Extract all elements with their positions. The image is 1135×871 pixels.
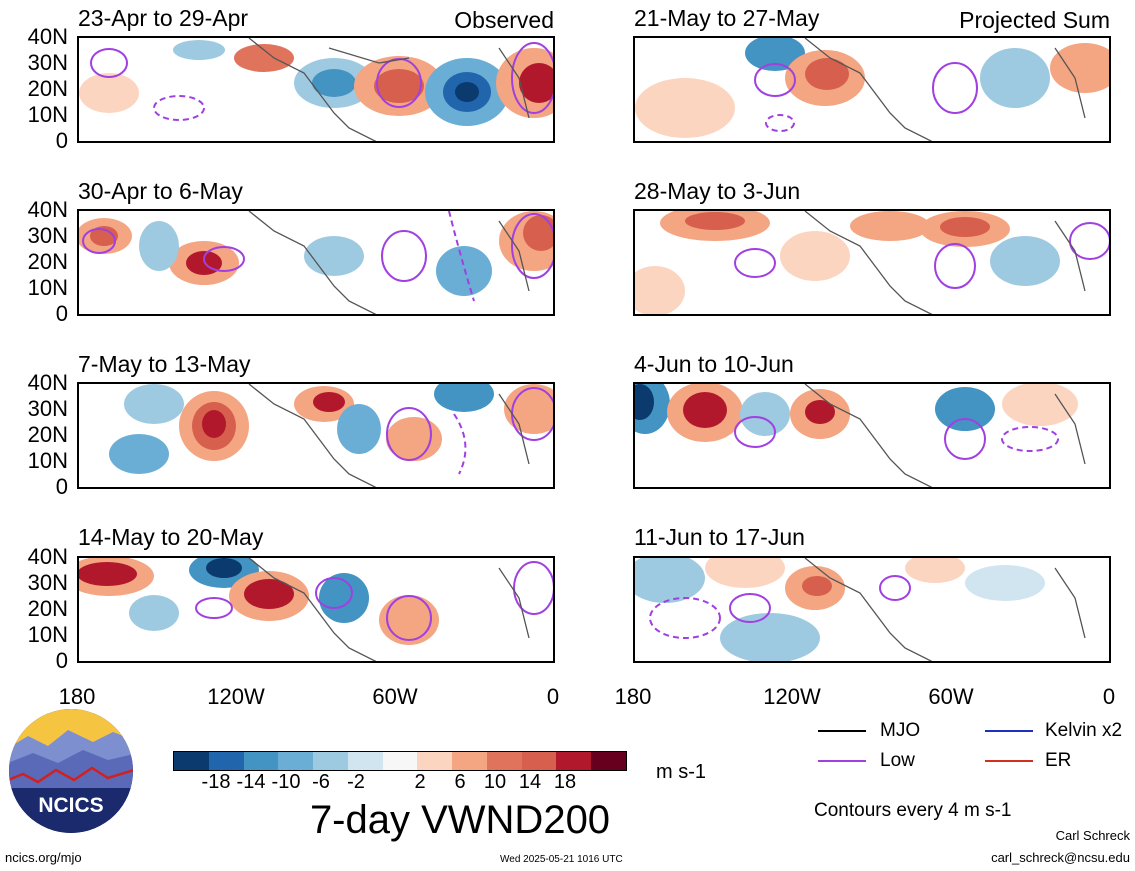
legend-mjo-label: MJO bbox=[880, 720, 921, 741]
colorbar-swatch bbox=[278, 752, 314, 770]
colorbar-tick: -14 bbox=[236, 771, 266, 793]
x-tick: 180 bbox=[614, 684, 652, 709]
footer-email: carl_schreck@ncsu.edu bbox=[991, 850, 1130, 865]
panel-title: 11-Jun to 17-Jun bbox=[634, 524, 805, 550]
x-tick: 60W bbox=[928, 684, 974, 709]
anomaly-field-4 bbox=[635, 211, 1109, 314]
map-panel-3 bbox=[77, 209, 555, 316]
legend-kelvin-label: Kelvin x2 bbox=[1045, 720, 1123, 741]
y-tick: 40N bbox=[27, 544, 68, 569]
x-tick: 0 bbox=[546, 684, 560, 709]
y-tick: 0 bbox=[55, 474, 68, 499]
colorbar-swatch bbox=[417, 752, 453, 770]
legend-mjo-line bbox=[818, 730, 866, 732]
x-tick: 0 bbox=[1102, 684, 1116, 709]
colorbar-tick: -2 bbox=[347, 771, 365, 793]
panel-title: 28-May to 3-Jun bbox=[634, 178, 801, 204]
map-panel-4 bbox=[633, 209, 1111, 316]
colorbar-swatch bbox=[591, 752, 626, 770]
map-panel-2 bbox=[633, 36, 1111, 143]
anomaly-field-6 bbox=[635, 384, 1086, 487]
y-tick: 20N bbox=[27, 249, 68, 274]
panel-title: 7-May to 13-May bbox=[78, 351, 251, 377]
contours-note: Contours every 4 m s-1 bbox=[814, 800, 1012, 821]
x-tick: 120W bbox=[207, 684, 265, 709]
panel-tag-observed: Observed bbox=[454, 7, 554, 33]
y-tick: 20N bbox=[27, 596, 68, 621]
anomaly-field-8 bbox=[635, 558, 1086, 661]
map-panel-1 bbox=[77, 36, 555, 143]
colorbar-swatch bbox=[486, 752, 522, 770]
anomaly-field-1 bbox=[79, 38, 553, 141]
anomaly-field-7 bbox=[79, 558, 553, 661]
panel-title: 21-May to 27-May bbox=[634, 5, 820, 31]
colorbar-swatches bbox=[173, 751, 627, 771]
colorbar-tick: 10 bbox=[483, 771, 507, 793]
x-tick: 180 bbox=[58, 684, 96, 709]
legend-low-label: Low bbox=[880, 750, 915, 771]
colorbar-tick: 6 bbox=[454, 771, 466, 793]
y-tick: 30N bbox=[27, 570, 68, 595]
colorbar-units: m s-1 bbox=[656, 761, 706, 783]
colorbar-swatch bbox=[347, 752, 383, 770]
y-tick: 30N bbox=[27, 50, 68, 75]
map-panel-8 bbox=[633, 556, 1111, 663]
colorbar-tick: 18 bbox=[553, 771, 577, 793]
colorbar-tick: -18 bbox=[201, 771, 231, 793]
footer-url: ncics.org/mjo bbox=[5, 850, 82, 865]
anomaly-field-2 bbox=[635, 38, 1109, 141]
legend-kelvin-line bbox=[985, 730, 1033, 732]
y-tick: 30N bbox=[27, 223, 68, 248]
panel-tag-projected: Projected Sum bbox=[959, 7, 1110, 33]
colorbar-tick: -6 bbox=[312, 771, 330, 793]
colorbar-swatch bbox=[243, 752, 279, 770]
colorbar-swatch bbox=[174, 752, 209, 770]
colorbar-swatch bbox=[382, 752, 418, 770]
y-tick: 0 bbox=[55, 128, 68, 153]
colorbar-swatch bbox=[521, 752, 557, 770]
anomaly-field-3 bbox=[79, 211, 553, 314]
colorbar-swatch bbox=[452, 752, 487, 770]
colorbar-swatch bbox=[313, 752, 348, 770]
colorbar-swatch bbox=[556, 752, 592, 770]
map-panel-6 bbox=[633, 382, 1111, 489]
y-tick: 0 bbox=[55, 648, 68, 673]
y-tick: 40N bbox=[27, 24, 68, 49]
logo-text: NCICS bbox=[38, 794, 103, 817]
footer-author: Carl Schreck bbox=[1055, 828, 1130, 843]
legend-er-label: ER bbox=[1045, 750, 1072, 771]
y-tick: 40N bbox=[27, 370, 68, 395]
ncics-logo-graphic: NCICS bbox=[9, 709, 133, 833]
y-tick: 0 bbox=[55, 301, 68, 326]
colorbar-tick: 14 bbox=[518, 771, 542, 793]
map-panel-7 bbox=[77, 556, 555, 663]
panel-title: 4-Jun to 10-Jun bbox=[634, 351, 794, 377]
ncics-logo: NCICS bbox=[8, 708, 134, 834]
y-tick: 10N bbox=[27, 102, 68, 127]
anomaly-field-5 bbox=[109, 384, 553, 487]
panel-title: 30-Apr to 6-May bbox=[78, 178, 243, 204]
legend-er-line bbox=[985, 760, 1033, 762]
y-tick: 10N bbox=[27, 275, 68, 300]
footer-timestamp: Wed 2025-05-21 1016 UTC bbox=[500, 854, 623, 865]
legend-low-line bbox=[818, 760, 866, 762]
y-tick: 20N bbox=[27, 76, 68, 101]
main-title: 7-day VWND200 bbox=[309, 798, 611, 842]
y-tick: 10N bbox=[27, 448, 68, 473]
map-panel-5 bbox=[77, 382, 555, 489]
panel-title: 14-May to 20-May bbox=[78, 524, 264, 550]
y-tick: 20N bbox=[27, 422, 68, 447]
x-tick: 120W bbox=[763, 684, 821, 709]
colorbar-swatch bbox=[208, 752, 244, 770]
colorbar-tick: -10 bbox=[271, 771, 301, 793]
y-tick: 10N bbox=[27, 622, 68, 647]
y-tick: 30N bbox=[27, 396, 68, 421]
panel-title: 23-Apr to 29-Apr bbox=[78, 5, 249, 31]
colorbar-tick: 2 bbox=[414, 771, 426, 793]
x-tick: 60W bbox=[372, 684, 418, 709]
y-tick: 40N bbox=[27, 197, 68, 222]
